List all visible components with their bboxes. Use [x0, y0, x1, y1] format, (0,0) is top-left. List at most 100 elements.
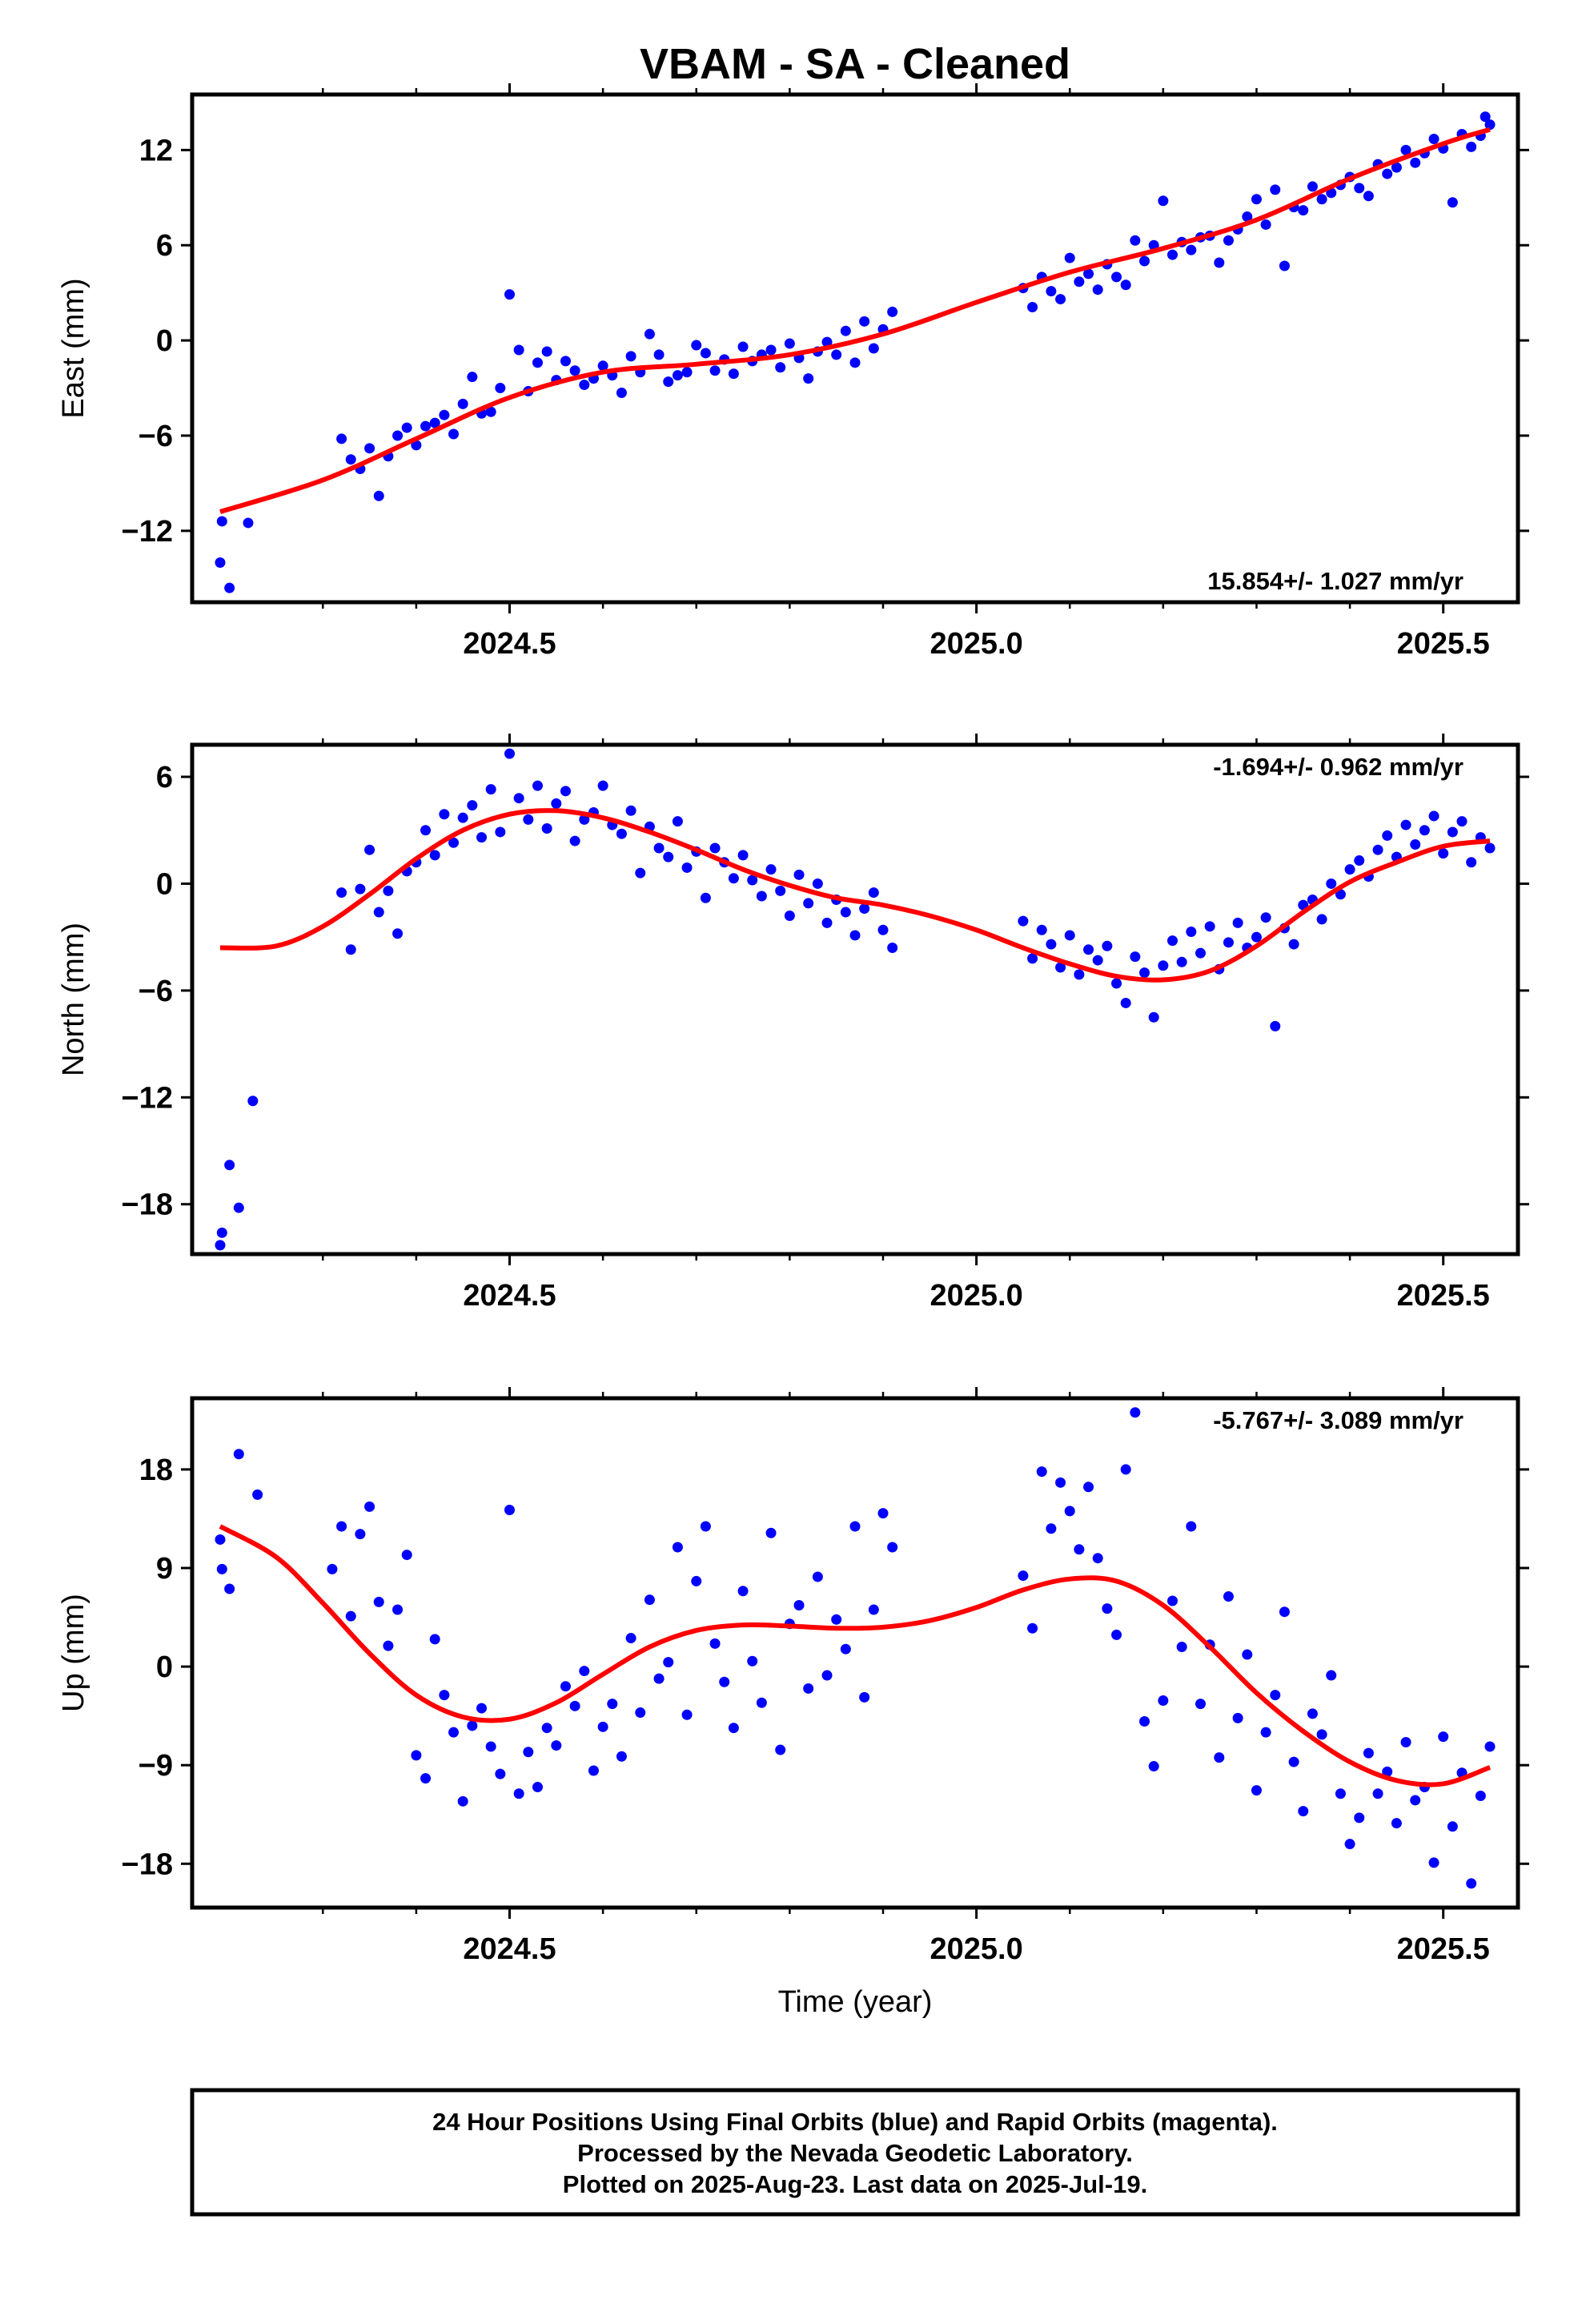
data-point: [737, 341, 749, 352]
data-point: [1410, 1795, 1421, 1806]
data-point: [1410, 157, 1421, 168]
data-point: [551, 1740, 562, 1751]
data-point: [467, 800, 478, 811]
data-point: [1176, 956, 1187, 967]
data-point: [1139, 255, 1150, 267]
data-point: [681, 367, 693, 378]
y-tick-label: 18: [139, 1454, 173, 1487]
data-point: [765, 344, 777, 356]
data-point: [495, 1768, 506, 1779]
data-point: [756, 891, 767, 902]
data-point: [1480, 111, 1491, 123]
data-point: [1130, 1407, 1141, 1418]
data-point: [541, 346, 552, 357]
data-point: [467, 372, 478, 383]
y-tick-label: −12: [122, 1081, 173, 1115]
data-point: [784, 910, 795, 921]
data-point: [216, 1563, 227, 1574]
data-point: [467, 1720, 478, 1731]
data-point: [1102, 1603, 1113, 1614]
data-point: [1419, 825, 1430, 836]
data-point: [859, 1691, 870, 1703]
data-point: [1083, 1482, 1094, 1493]
data-point: [1186, 926, 1197, 937]
data-point: [737, 1586, 749, 1597]
velocity-rate-label: -1.694+/- 0.962 mm/yr: [1213, 753, 1464, 781]
data-point: [523, 814, 534, 825]
data-point: [411, 1750, 422, 1761]
data-point: [541, 823, 552, 834]
data-point: [1251, 1785, 1262, 1796]
data-point: [653, 349, 665, 360]
data-point: [709, 1638, 721, 1649]
data-point: [859, 316, 870, 327]
data-point: [1363, 191, 1374, 202]
data-point: [327, 1563, 338, 1574]
data-point: [1251, 931, 1262, 943]
data-point: [803, 1683, 814, 1694]
data-point: [439, 1690, 450, 1701]
data-point: [1139, 967, 1150, 979]
data-point: [485, 784, 496, 795]
data-point: [616, 1751, 627, 1762]
data-point: [1018, 1570, 1029, 1582]
y-tick-label: 6: [156, 229, 173, 263]
data-point: [345, 454, 356, 465]
data-point: [1447, 197, 1458, 208]
data-point: [803, 898, 814, 909]
model-fit-line: [219, 127, 1491, 514]
data-point: [532, 357, 543, 368]
data-point: [1400, 819, 1411, 830]
data-point: [429, 1634, 440, 1645]
data-point: [1484, 842, 1496, 854]
x-tick-label: 2025.0: [930, 1932, 1022, 1966]
data-point: [1120, 279, 1131, 291]
x-tick-label: 2025.5: [1397, 1932, 1490, 1966]
data-point: [579, 380, 590, 391]
data-point: [1279, 260, 1290, 271]
data-point: [448, 837, 460, 848]
data-point: [1344, 864, 1355, 875]
data-point: [1260, 1727, 1271, 1738]
x-tick-label: 2025.0: [930, 1279, 1022, 1313]
data-point: [1475, 1790, 1486, 1801]
data-point: [1354, 1812, 1365, 1823]
data-point: [1382, 830, 1393, 841]
data-point: [243, 517, 254, 529]
data-point: [1130, 951, 1141, 963]
data-point: [719, 1676, 730, 1687]
data-point: [1251, 194, 1262, 205]
data-point: [1158, 195, 1169, 207]
data-point: [859, 903, 870, 915]
data-point: [1270, 1020, 1281, 1031]
data-point: [840, 907, 851, 918]
data-point: [1111, 271, 1122, 283]
data-point: [1120, 997, 1131, 1008]
data-point: [1438, 1731, 1449, 1743]
data-point: [831, 349, 842, 360]
data-point: [1354, 183, 1365, 194]
data-point: [224, 1583, 235, 1594]
data-point: [401, 1550, 412, 1561]
data-point: [532, 1782, 543, 1793]
data-point: [588, 1765, 599, 1776]
data-point: [364, 1501, 375, 1512]
data-point: [1382, 168, 1393, 179]
data-point: [1260, 912, 1271, 923]
data-point: [1046, 939, 1057, 950]
data-point: [849, 357, 861, 368]
y-tick-label: 6: [156, 761, 173, 794]
y-tick-label: 0: [156, 1651, 173, 1684]
data-point: [233, 1449, 244, 1460]
data-point: [868, 1604, 879, 1615]
data-point: [215, 1240, 226, 1251]
data-point: [672, 370, 683, 381]
data-point: [1484, 119, 1496, 131]
data-point: [803, 373, 814, 384]
data-point: [560, 1681, 571, 1692]
data-point: [1344, 1839, 1355, 1850]
data-point: [541, 1723, 552, 1734]
data-point: [1363, 1747, 1374, 1759]
data-point: [513, 344, 524, 356]
